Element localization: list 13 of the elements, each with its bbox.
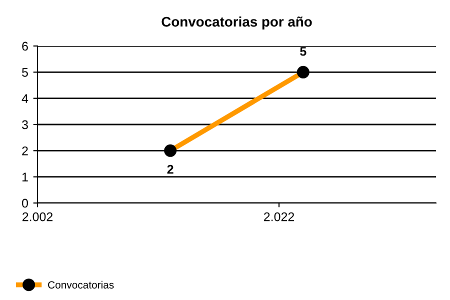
legend-label: Convocatorias <box>48 280 114 289</box>
data-label: 5 <box>300 47 306 56</box>
y-tick-label: 6 <box>22 42 28 51</box>
data-label: 2 <box>167 164 174 174</box>
y-tick-label: 4 <box>22 94 28 103</box>
y-tick-label: 3 <box>22 120 28 130</box>
y-tick-label: 2 <box>22 146 28 156</box>
y-tick-label: 5 <box>22 68 28 77</box>
chart-title: Convocatorias por año <box>162 16 312 30</box>
x-tick-label: 2.022 <box>264 212 294 222</box>
y-tick-label: 1 <box>22 172 28 182</box>
y-tick-label: 0 <box>22 198 28 208</box>
x-tick-label: 2.002 <box>22 212 53 222</box>
